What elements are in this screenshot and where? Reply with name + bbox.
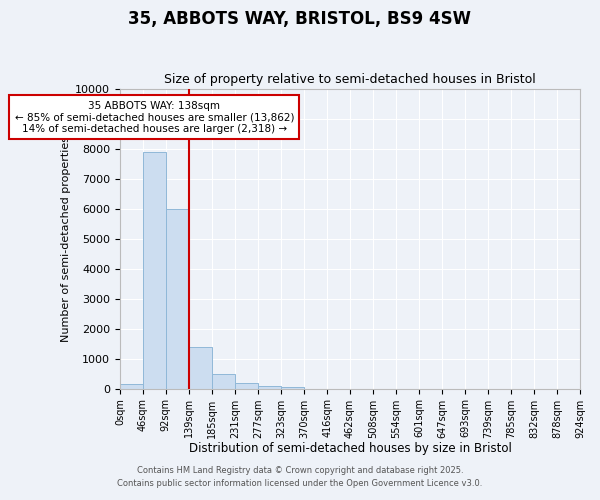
Text: Contains HM Land Registry data © Crown copyright and database right 2025.
Contai: Contains HM Land Registry data © Crown c… (118, 466, 482, 487)
Bar (212, 374, 235, 388)
Title: Size of property relative to semi-detached houses in Bristol: Size of property relative to semi-detach… (164, 73, 536, 86)
Bar (281, 387, 304, 388)
Bar (235, 382, 258, 388)
Y-axis label: Number of semi-detached properties: Number of semi-detached properties (61, 136, 71, 342)
Bar (143, 152, 166, 388)
Text: 35, ABBOTS WAY, BRISTOL, BS9 4SW: 35, ABBOTS WAY, BRISTOL, BS9 4SW (128, 10, 472, 28)
Bar (258, 386, 281, 388)
Bar (189, 346, 212, 389)
Text: 35 ABBOTS WAY: 138sqm
← 85% of semi-detached houses are smaller (13,862)
14% of : 35 ABBOTS WAY: 138sqm ← 85% of semi-deta… (14, 100, 294, 134)
Bar (120, 384, 143, 388)
Bar (166, 208, 189, 388)
X-axis label: Distribution of semi-detached houses by size in Bristol: Distribution of semi-detached houses by … (188, 442, 511, 455)
